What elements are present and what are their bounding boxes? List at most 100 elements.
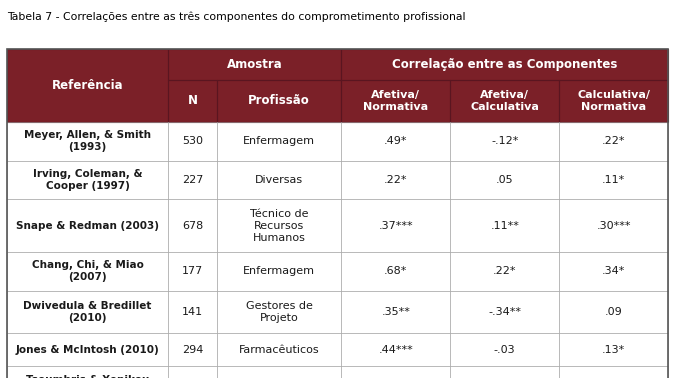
Bar bbox=[450, 366, 560, 378]
Text: 177: 177 bbox=[182, 266, 203, 276]
Bar bbox=[217, 80, 342, 122]
Text: .11**: .11** bbox=[490, 221, 519, 231]
Text: Técnico de
Recursos
Humanos: Técnico de Recursos Humanos bbox=[250, 209, 308, 243]
Bar bbox=[450, 252, 560, 291]
Text: Afetiva/
Calculativa: Afetiva/ Calculativa bbox=[470, 90, 539, 112]
Bar bbox=[560, 199, 668, 252]
Text: .09: .09 bbox=[605, 307, 622, 317]
Bar bbox=[560, 199, 668, 252]
Text: -.03: -.03 bbox=[494, 345, 516, 355]
Bar bbox=[168, 199, 217, 252]
Bar bbox=[7, 122, 168, 161]
Bar bbox=[168, 161, 217, 199]
Bar bbox=[7, 333, 168, 366]
Bar bbox=[560, 122, 668, 161]
Text: .13*: .13* bbox=[602, 345, 625, 355]
Bar bbox=[168, 252, 217, 291]
Bar bbox=[217, 122, 342, 161]
Bar bbox=[342, 199, 450, 252]
Text: 227: 227 bbox=[182, 175, 203, 185]
Bar bbox=[342, 291, 450, 333]
Bar bbox=[168, 49, 342, 80]
Bar bbox=[7, 291, 168, 333]
Bar bbox=[168, 333, 217, 366]
Bar bbox=[450, 333, 560, 366]
Text: .05: .05 bbox=[496, 175, 514, 185]
Text: -.34**: -.34** bbox=[488, 307, 521, 317]
Bar bbox=[7, 49, 168, 122]
Text: .49*: .49* bbox=[384, 136, 408, 146]
Bar bbox=[217, 291, 342, 333]
Bar bbox=[217, 122, 342, 161]
Bar bbox=[168, 122, 217, 161]
Bar bbox=[7, 122, 168, 161]
Bar bbox=[217, 199, 342, 252]
Text: Profissão: Profissão bbox=[248, 94, 310, 107]
Bar bbox=[450, 366, 560, 378]
Bar bbox=[560, 291, 668, 333]
Text: .11*: .11* bbox=[602, 175, 625, 185]
Bar bbox=[168, 80, 217, 122]
Bar bbox=[342, 366, 450, 378]
Text: .68*: .68* bbox=[384, 266, 408, 276]
Bar bbox=[217, 333, 342, 366]
Bar bbox=[560, 80, 668, 122]
Bar bbox=[560, 291, 668, 333]
Bar bbox=[168, 366, 217, 378]
Bar bbox=[450, 80, 560, 122]
Bar bbox=[168, 333, 217, 366]
Bar bbox=[560, 333, 668, 366]
Text: 530: 530 bbox=[182, 136, 203, 146]
Text: .22*: .22* bbox=[602, 136, 626, 146]
Bar bbox=[7, 161, 168, 199]
Bar bbox=[450, 122, 560, 161]
Bar bbox=[450, 199, 560, 252]
Bar bbox=[168, 366, 217, 378]
Bar bbox=[342, 291, 450, 333]
Bar bbox=[168, 122, 217, 161]
Bar bbox=[450, 199, 560, 252]
Bar bbox=[342, 333, 450, 366]
Bar bbox=[560, 333, 668, 366]
Bar bbox=[450, 333, 560, 366]
Text: Irving, Coleman, &
Cooper (1997): Irving, Coleman, & Cooper (1997) bbox=[33, 169, 142, 191]
Bar bbox=[560, 80, 668, 122]
Bar bbox=[342, 80, 450, 122]
Bar bbox=[7, 49, 168, 122]
Text: .35**: .35** bbox=[381, 307, 410, 317]
Bar bbox=[342, 80, 450, 122]
Text: Afetiva/
Normativa: Afetiva/ Normativa bbox=[363, 90, 429, 112]
Bar bbox=[450, 122, 560, 161]
Bar bbox=[342, 122, 450, 161]
Bar bbox=[7, 366, 168, 378]
Text: 141: 141 bbox=[182, 307, 203, 317]
Text: Dwivedula & Bredillet
(2010): Dwivedula & Bredillet (2010) bbox=[24, 301, 152, 323]
Bar bbox=[217, 252, 342, 291]
Bar bbox=[168, 199, 217, 252]
Text: Meyer, Allen, & Smith
(1993): Meyer, Allen, & Smith (1993) bbox=[24, 130, 151, 152]
Bar bbox=[342, 161, 450, 199]
Bar bbox=[168, 291, 217, 333]
Bar bbox=[560, 366, 668, 378]
Bar bbox=[450, 161, 560, 199]
Bar bbox=[168, 291, 217, 333]
Bar bbox=[7, 291, 168, 333]
Text: .30***: .30*** bbox=[597, 221, 631, 231]
Bar bbox=[342, 333, 450, 366]
Text: Farmacêuticos: Farmacêuticos bbox=[239, 345, 319, 355]
Bar bbox=[7, 252, 168, 291]
Bar bbox=[7, 161, 168, 199]
Bar bbox=[7, 366, 168, 378]
Bar bbox=[342, 199, 450, 252]
Text: Snape & Redman (2003): Snape & Redman (2003) bbox=[16, 221, 159, 231]
Bar bbox=[217, 252, 342, 291]
Bar bbox=[560, 252, 668, 291]
Bar bbox=[7, 333, 168, 366]
Text: Amostra: Amostra bbox=[227, 58, 283, 71]
Bar bbox=[217, 366, 342, 378]
Bar bbox=[560, 252, 668, 291]
Text: Gestores de
Projeto: Gestores de Projeto bbox=[246, 301, 313, 323]
Text: Diversas: Diversas bbox=[255, 175, 303, 185]
Bar bbox=[342, 366, 450, 378]
Bar bbox=[217, 333, 342, 366]
